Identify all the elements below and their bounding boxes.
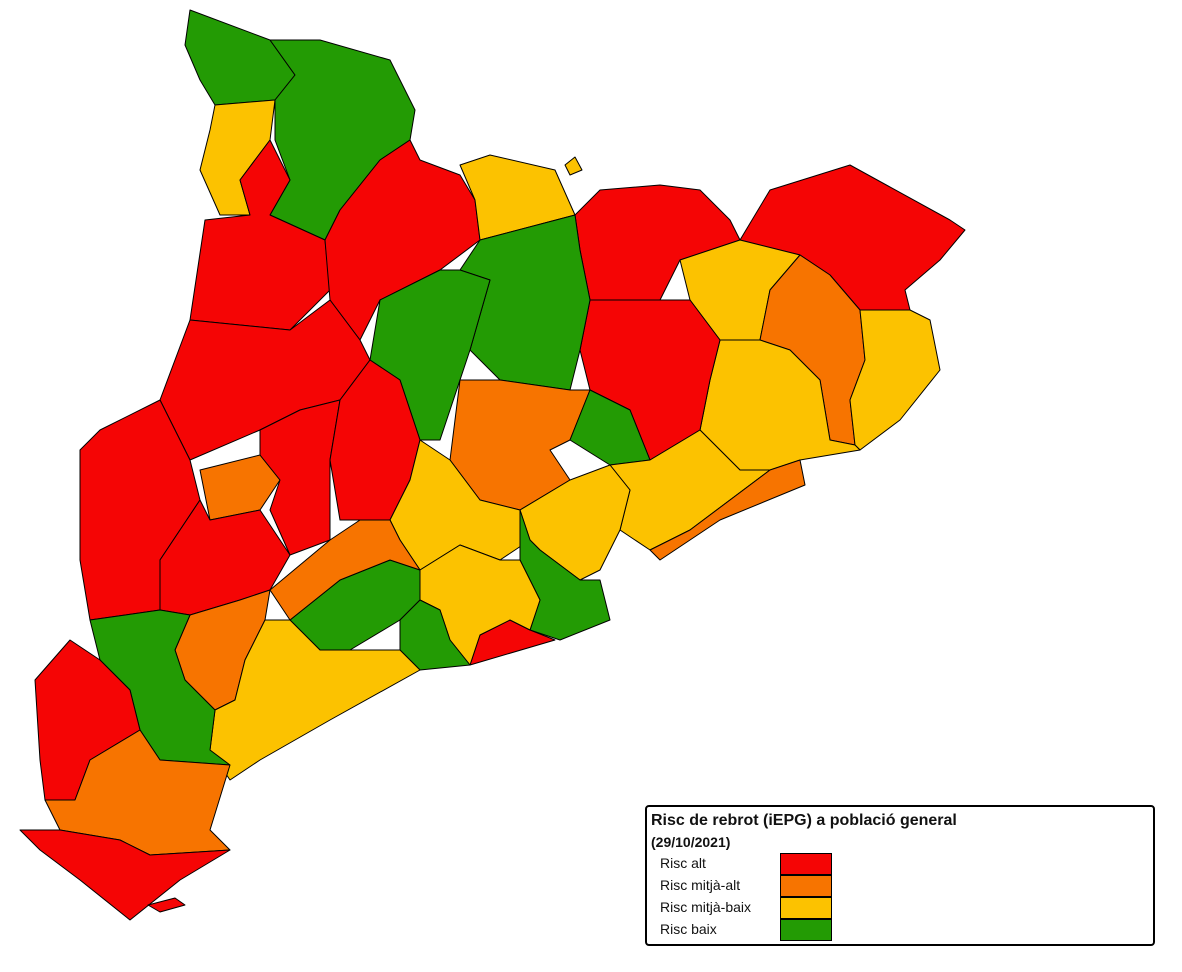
legend-swatch: [780, 853, 832, 875]
legend-subtitle: (29/10/2021): [651, 834, 731, 850]
region: [849, 309, 941, 451]
legend-item: Risc mitjà-alt: [660, 875, 860, 897]
region: [19, 829, 231, 921]
region: [147, 897, 186, 913]
legend-title: Risc de rebrot (iEPG) a població general: [651, 812, 957, 829]
region: [564, 156, 583, 176]
legend-item: Risc alt: [660, 853, 860, 875]
legend-swatch: [780, 875, 832, 897]
legend-swatch: [780, 897, 832, 919]
legend-label: Risc mitjà-alt: [660, 877, 741, 893]
region: [199, 454, 281, 521]
legend-item: Risc baix: [660, 919, 860, 941]
region: [269, 519, 421, 621]
legend-label: Risc mitjà-baix: [660, 899, 752, 915]
region: [184, 9, 296, 106]
legend-swatch: [780, 919, 832, 941]
legend-label: Risc alt: [660, 855, 706, 871]
legend-item: Risc mitjà-baix: [660, 897, 860, 919]
legend-label: Risc baix: [660, 921, 717, 937]
legend: Risc de rebrot (iEPG) a població general…: [645, 805, 1155, 946]
region: [649, 459, 806, 561]
region: [259, 399, 341, 556]
region: [569, 389, 651, 466]
region: [209, 619, 421, 781]
